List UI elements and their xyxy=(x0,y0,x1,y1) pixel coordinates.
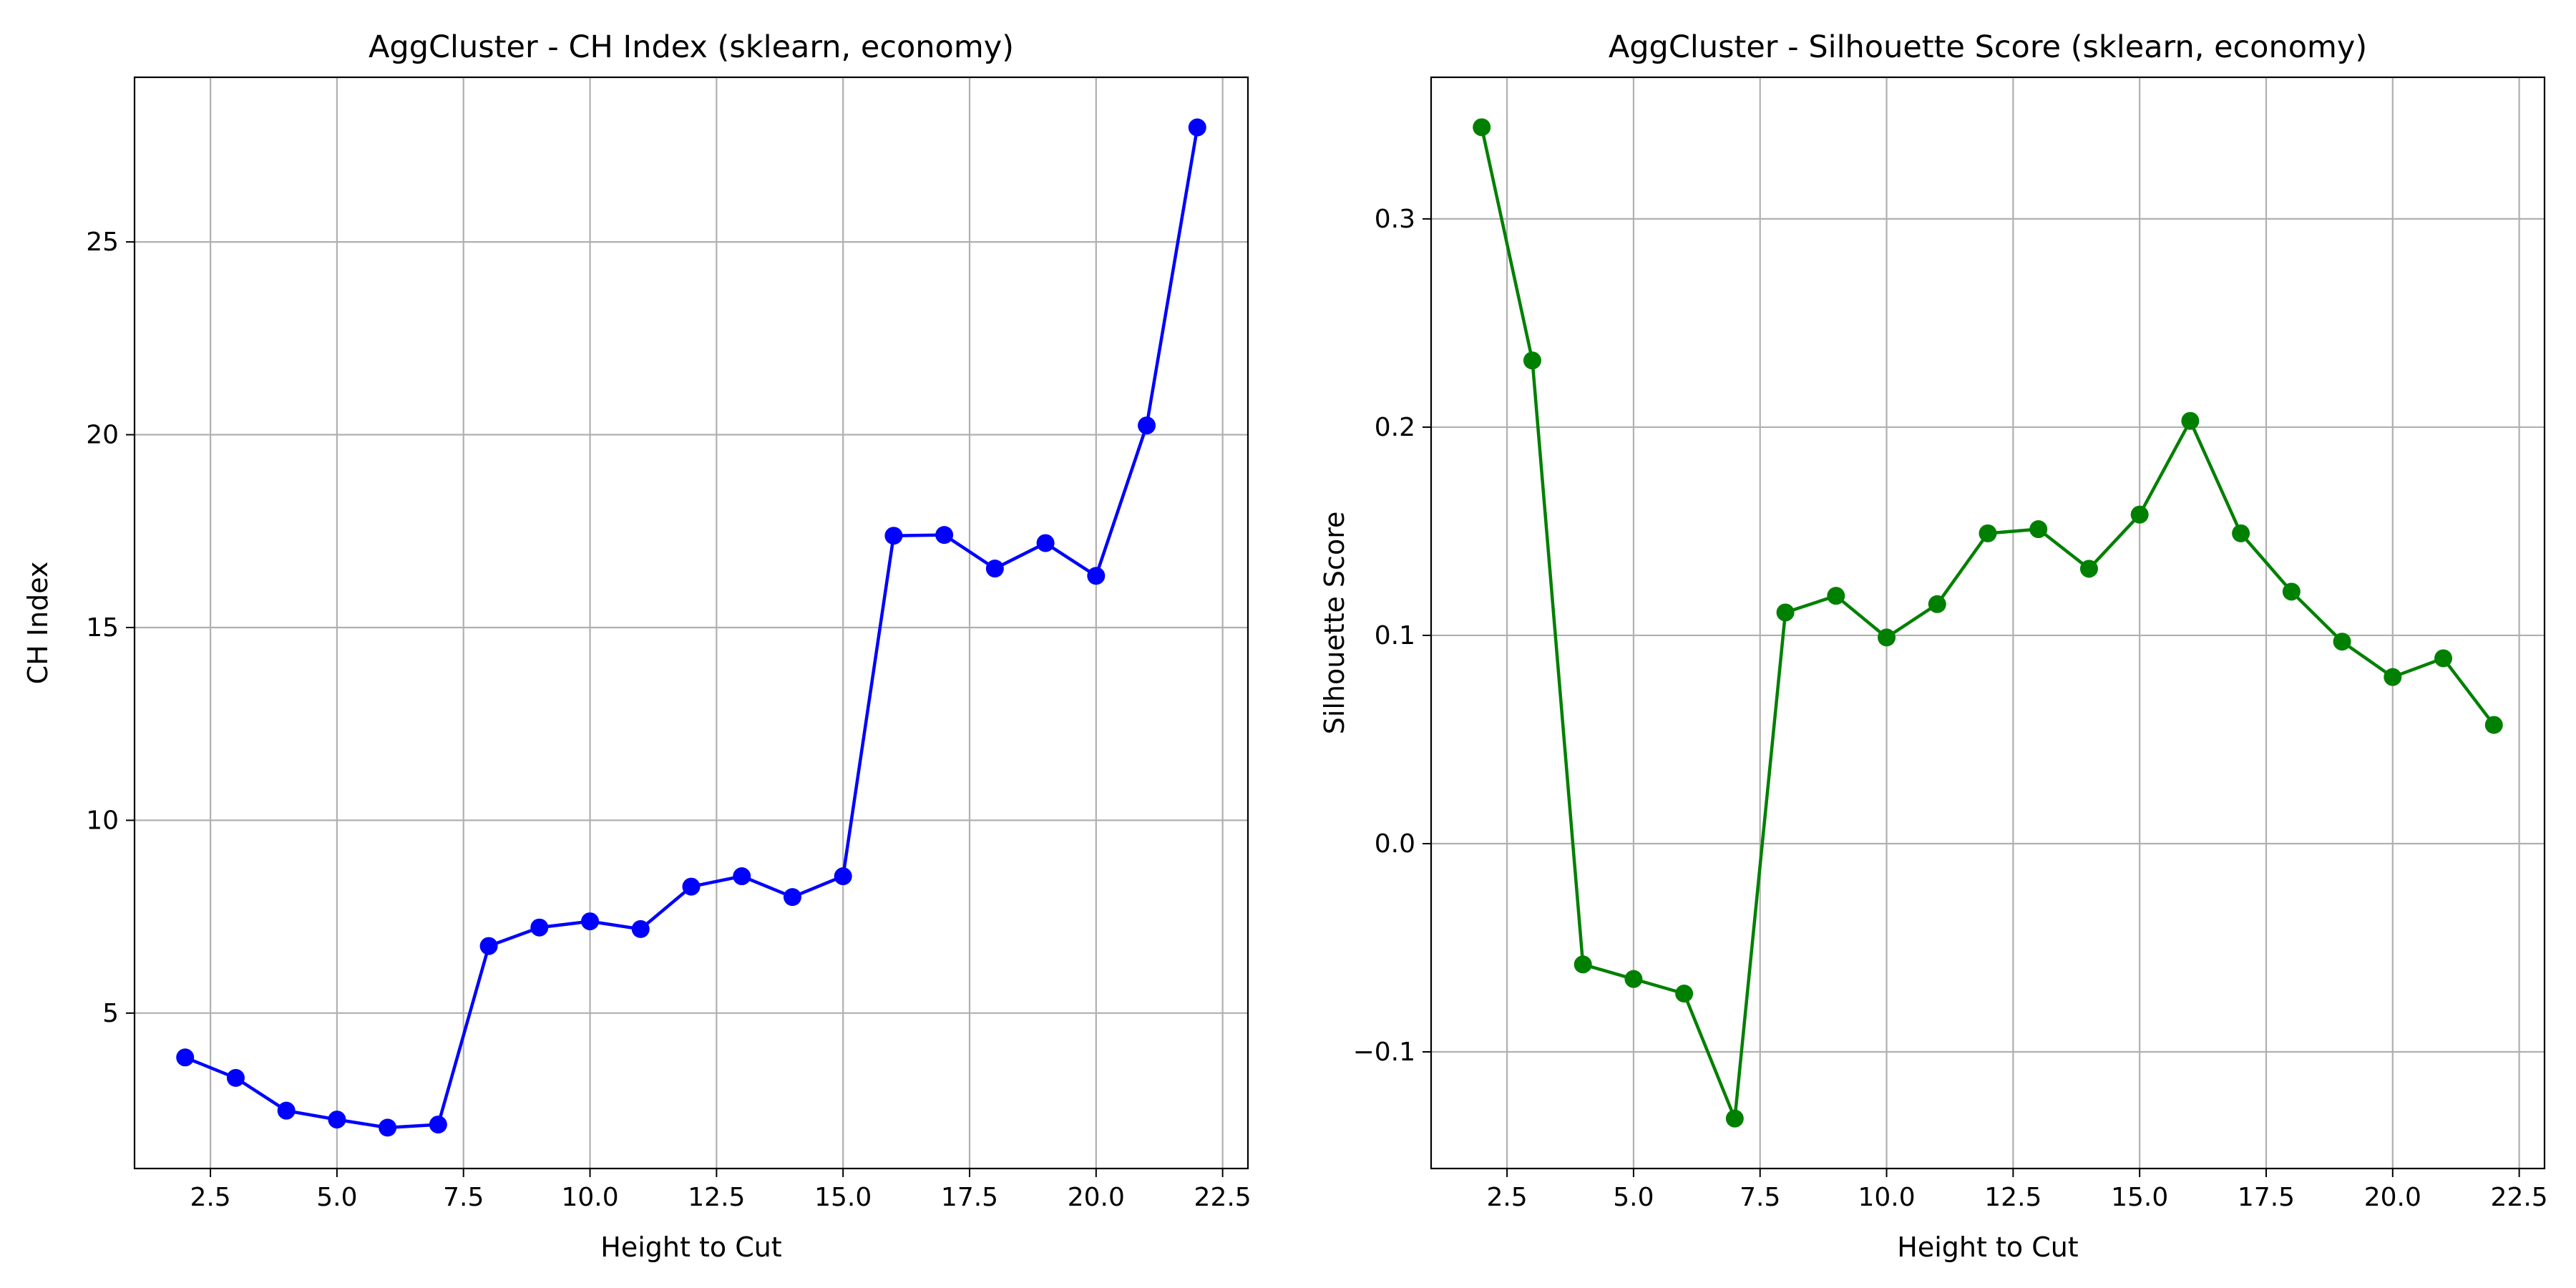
ch-data-point xyxy=(733,867,751,886)
silhouette-data-point xyxy=(1878,628,1896,647)
y-tick-label: 0.0 xyxy=(1375,829,1415,859)
ch-data-point xyxy=(479,937,498,955)
silhouette-data-point xyxy=(1928,595,1946,613)
x-tick-label: 17.5 xyxy=(941,1183,998,1212)
silhouette-data-point xyxy=(2130,505,2149,524)
x-tick-label: 7.5 xyxy=(1740,1183,1780,1212)
silhouette-score-chart: 2.5 5.0 7.5 10.0 12.5 15.0 17.5 20.0 22.5 −0.1 0.0… xyxy=(1319,29,2548,1263)
x-tick-label: 10.0 xyxy=(1858,1183,1915,1212)
ch-data-point xyxy=(884,527,903,545)
x-tick-label: 10.0 xyxy=(561,1183,618,1212)
x-tick-label: 17.5 xyxy=(2238,1183,2295,1212)
ch-index-chart: 2.5 5.0 7.5 10.0 12.5 15.0 17.5 20.0 22.5 5 10 15 20… xyxy=(22,29,1252,1263)
y-tick-label: −0.1 xyxy=(1353,1038,1415,1067)
chart-title: AggCluster - CH Index (sklearn, economy) xyxy=(369,29,1014,65)
silhouette-data-point xyxy=(1473,118,1491,137)
x-tick-label: 2.5 xyxy=(190,1183,230,1212)
silhouette-data-point xyxy=(1776,603,1795,622)
x-tick-label: 5.0 xyxy=(316,1183,357,1212)
ch-data-point xyxy=(328,1111,346,1129)
silhouette-data-point xyxy=(2282,582,2301,601)
silhouette-data-point xyxy=(2079,560,2098,578)
x-tick-label: 20.0 xyxy=(2364,1183,2421,1212)
y-tick-label: 0.1 xyxy=(1375,621,1415,650)
ch-data-point xyxy=(985,560,1004,578)
y-axis-label: Silhouette Score xyxy=(1319,512,1350,735)
silhouette-data-point xyxy=(2029,520,2048,539)
plot-frame xyxy=(1430,76,2546,1170)
ch-data-point xyxy=(631,919,650,938)
y-tick-label: 0.3 xyxy=(1375,205,1415,234)
ch-data-point xyxy=(1087,567,1106,585)
ch-data-point xyxy=(682,877,701,896)
x-tick-label: 20.0 xyxy=(1068,1183,1125,1212)
ch-data-point xyxy=(783,888,801,907)
silhouette-data-point xyxy=(1624,970,1643,988)
y-tick-label: 15 xyxy=(86,613,119,643)
silhouette-data-point xyxy=(1827,587,1845,605)
silhouette-data-point xyxy=(2484,716,2503,734)
x-axis-label: Height to Cut xyxy=(600,1231,781,1263)
y-tick-label: 10 xyxy=(86,806,119,835)
y-tick-label: 25 xyxy=(86,228,119,257)
x-tick-label: 12.5 xyxy=(688,1183,745,1212)
x-axis-label: Height to Cut xyxy=(1897,1231,2078,1263)
ch-data-point xyxy=(1036,534,1055,552)
ch-data-point xyxy=(935,526,954,545)
plot-frame xyxy=(133,76,1249,1170)
ch-data-point xyxy=(226,1068,245,1087)
silhouette-data-point xyxy=(2181,411,2200,430)
x-tick-label: 12.5 xyxy=(1984,1183,2041,1212)
x-tick-label: 15.0 xyxy=(2111,1183,2168,1212)
silhouette-data-point xyxy=(2333,633,2351,651)
ch-data-point xyxy=(1138,416,1156,435)
silhouette-data-point xyxy=(1725,1109,1744,1128)
ch-data-point xyxy=(530,918,549,937)
x-tick-label: 7.5 xyxy=(443,1183,484,1212)
silhouette-data-point xyxy=(2232,524,2250,542)
ch-data-point xyxy=(277,1101,296,1120)
x-tick-label: 5.0 xyxy=(1613,1183,1654,1212)
silhouette-data-point xyxy=(1574,955,1592,974)
y-tick-label: 0.2 xyxy=(1375,413,1415,442)
y-axis-label: CH Index xyxy=(22,562,54,685)
x-tick-label: 2.5 xyxy=(1486,1183,1527,1212)
ch-data-point xyxy=(379,1118,397,1137)
silhouette-data-point xyxy=(1675,985,1694,1003)
x-tick-label: 22.5 xyxy=(1194,1183,1252,1212)
ch-data-point xyxy=(834,867,852,886)
silhouette-data-point xyxy=(2434,649,2453,668)
chart-title: AggCluster - Silhouette Score (sklearn, … xyxy=(1609,29,2367,65)
ch-data-point xyxy=(176,1048,195,1067)
y-tick-label: 20 xyxy=(86,421,119,450)
silhouette-data-point xyxy=(2384,668,2402,686)
x-tick-label: 22.5 xyxy=(2491,1183,2548,1212)
x-tick-label: 15.0 xyxy=(814,1183,872,1212)
ch-data-point xyxy=(429,1116,447,1134)
silhouette-data-point xyxy=(1979,524,1997,542)
ch-data-point xyxy=(1188,118,1206,137)
ch-data-point xyxy=(581,912,600,931)
y-tick-label: 5 xyxy=(102,999,119,1028)
silhouette-data-point xyxy=(1523,351,1541,370)
